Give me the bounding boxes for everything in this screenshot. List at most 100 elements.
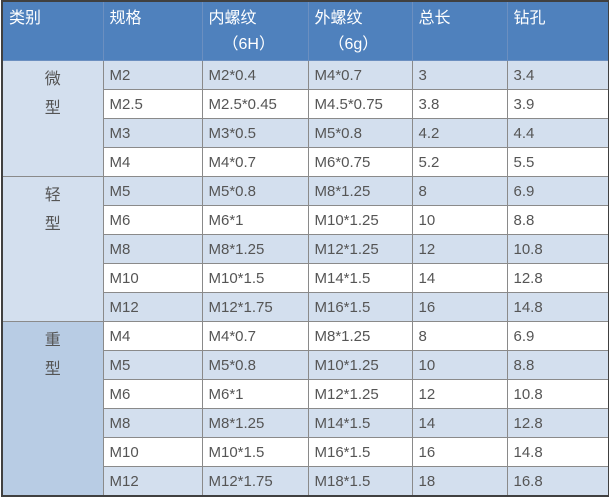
category-cell: 重型: [1, 321, 104, 497]
table-row: M12 M12*1.75 M16*1.5 16 14.8: [2, 292, 609, 322]
table-cell: M6: [102, 205, 203, 235]
table-cell: M8*1.25: [201, 408, 309, 438]
table-cell: M4: [102, 321, 203, 351]
table-cell: 4.2: [411, 118, 508, 148]
category-cell: 微型: [1, 60, 104, 177]
column-header: 内螺纹 （6H）: [201, 0, 309, 61]
table-cell: 8.8: [506, 205, 609, 235]
category-cell: 轻型: [1, 176, 104, 322]
category-char: 轻: [44, 187, 61, 204]
table-cell: 12.8: [506, 263, 609, 293]
table-cell: 10.8: [506, 234, 609, 264]
table-cell: M8*1.25: [307, 176, 413, 206]
header-row: 类别 规格 内螺纹 （6H） 外螺纹 （6g） 总长 钻孔: [1, 0, 609, 61]
column-header: 钻孔: [506, 0, 609, 61]
table-cell: M16*1.5: [307, 292, 413, 322]
table-row: M6 M6*1 M10*1.25 10 8.8: [2, 205, 609, 235]
table-row: 轻型 M5 M5*0.8 M8*1.25 8 6.9: [1, 176, 609, 322]
table-cell: M10*1.5: [201, 263, 309, 293]
table-cell: 8: [411, 321, 508, 351]
table-cell: M6*1: [201, 205, 309, 235]
table-cell: 12: [411, 379, 508, 409]
header-sublabel: （6H）: [222, 36, 275, 53]
table-cell: 3: [411, 60, 508, 90]
table-cell: 18: [411, 466, 508, 497]
category-char: 微: [44, 71, 61, 88]
table-cell: 16: [411, 292, 508, 322]
table-cell: 4.4: [506, 118, 609, 148]
table-cell: M14*1.5: [307, 263, 413, 293]
table-cell: M14*1.5: [307, 408, 413, 438]
table-row: M3 M3*0.5 M5*0.8 4.2 4.4: [2, 118, 609, 148]
table-row: M8 M8*1.25 M12*1.25 12 10.8: [2, 234, 609, 264]
category-char: 型: [44, 216, 61, 233]
table-row: M12 M12*1.75 M18*1.5 18 16.8: [2, 466, 609, 497]
category-char: 重: [44, 332, 61, 349]
table-body: 微型 M2 M2*0.4 M4*0.7 3 3.4 M2.5 M2.5*0.45 M4.5*0.…: [1, 60, 609, 497]
table-row: M2.5 M2.5*0.45 M4.5*0.75 3.8 3.9: [2, 89, 609, 119]
table-cell: 12: [411, 234, 508, 264]
table-cell: M12*1.75: [201, 466, 309, 497]
table-cell: M12*1.75: [201, 292, 309, 322]
table-cell: 6.9: [506, 321, 609, 351]
column-header: 外螺纹 （6g）: [307, 0, 413, 61]
table-cell: M6*1: [201, 379, 309, 409]
header-label: 规格: [109, 10, 142, 27]
table-cell: M5: [102, 350, 203, 380]
table-cell: M4*0.7: [201, 147, 309, 177]
table-cell: M12*1.25: [307, 234, 413, 264]
header-label: 钻孔: [513, 10, 546, 27]
table-cell: 14: [411, 263, 508, 293]
table-cell: M2.5: [102, 89, 203, 119]
table-cell: M5: [102, 176, 203, 206]
table-row: 重型 M4 M4*0.7 M8*1.25 8 6.9: [1, 321, 609, 497]
column-header: 总长: [411, 0, 508, 61]
table-cell: M12*1.25: [307, 379, 413, 409]
table-cell: M3: [102, 118, 203, 148]
category-char: 型: [44, 361, 61, 378]
table-row: M10 M10*1.5 M16*1.5 16 14.8: [2, 437, 609, 467]
table-cell: M16*1.5: [307, 437, 413, 467]
table-cell: M5*0.8: [307, 118, 413, 148]
table-cell: M12: [102, 292, 203, 322]
table-cell: 10: [411, 350, 508, 380]
table-cell: M3*0.5: [201, 118, 309, 148]
table-cell: M6: [102, 379, 203, 409]
table-cell: 8: [411, 176, 508, 206]
table-cell: M4: [102, 147, 203, 177]
table-cell: M10*1.25: [307, 350, 413, 380]
column-header: 规格: [102, 0, 203, 61]
table-row: 微型 M2 M2*0.4 M4*0.7 3 3.4: [1, 60, 609, 177]
header-label: 总长: [418, 10, 451, 27]
category-char: 型: [44, 100, 61, 117]
header-label: 类别: [9, 10, 42, 27]
table-cell: M10*1.25: [307, 205, 413, 235]
table-cell: 10: [411, 205, 508, 235]
table-cell: M6*0.75: [307, 147, 413, 177]
table-cell: M8: [102, 408, 203, 438]
header-sublabel: （6g）: [328, 36, 379, 53]
header-label: 内螺纹: [208, 10, 257, 27]
table-cell: 5.5: [506, 147, 609, 177]
table-cell: M8: [102, 234, 203, 264]
table-cell: 12.8: [506, 408, 609, 438]
table-cell: 14: [411, 408, 508, 438]
table-cell: M4.5*0.75: [307, 89, 413, 119]
table-cell: M10: [102, 263, 203, 293]
table-row: M8 M8*1.25 M14*1.5 14 12.8: [2, 408, 609, 438]
table-row: M10 M10*1.5 M14*1.5 14 12.8: [2, 263, 609, 293]
table-cell: 14.8: [506, 437, 609, 467]
table-cell: 8.8: [506, 350, 609, 380]
table-cell: M5*0.8: [201, 176, 309, 206]
table-cell: 3.8: [411, 89, 508, 119]
table-cell: 16.8: [506, 466, 609, 497]
table-cell: M2.5*0.45: [201, 89, 309, 119]
table-cell: 3.9: [506, 89, 609, 119]
table-cell: M4*0.7: [307, 60, 413, 90]
table-cell: 16: [411, 437, 508, 467]
table-row: M5 M5*0.8 M10*1.25 10 8.8: [2, 350, 609, 380]
column-header: 类别: [1, 0, 104, 61]
table-cell: 10.8: [506, 379, 609, 409]
table-cell: M2: [102, 60, 203, 90]
